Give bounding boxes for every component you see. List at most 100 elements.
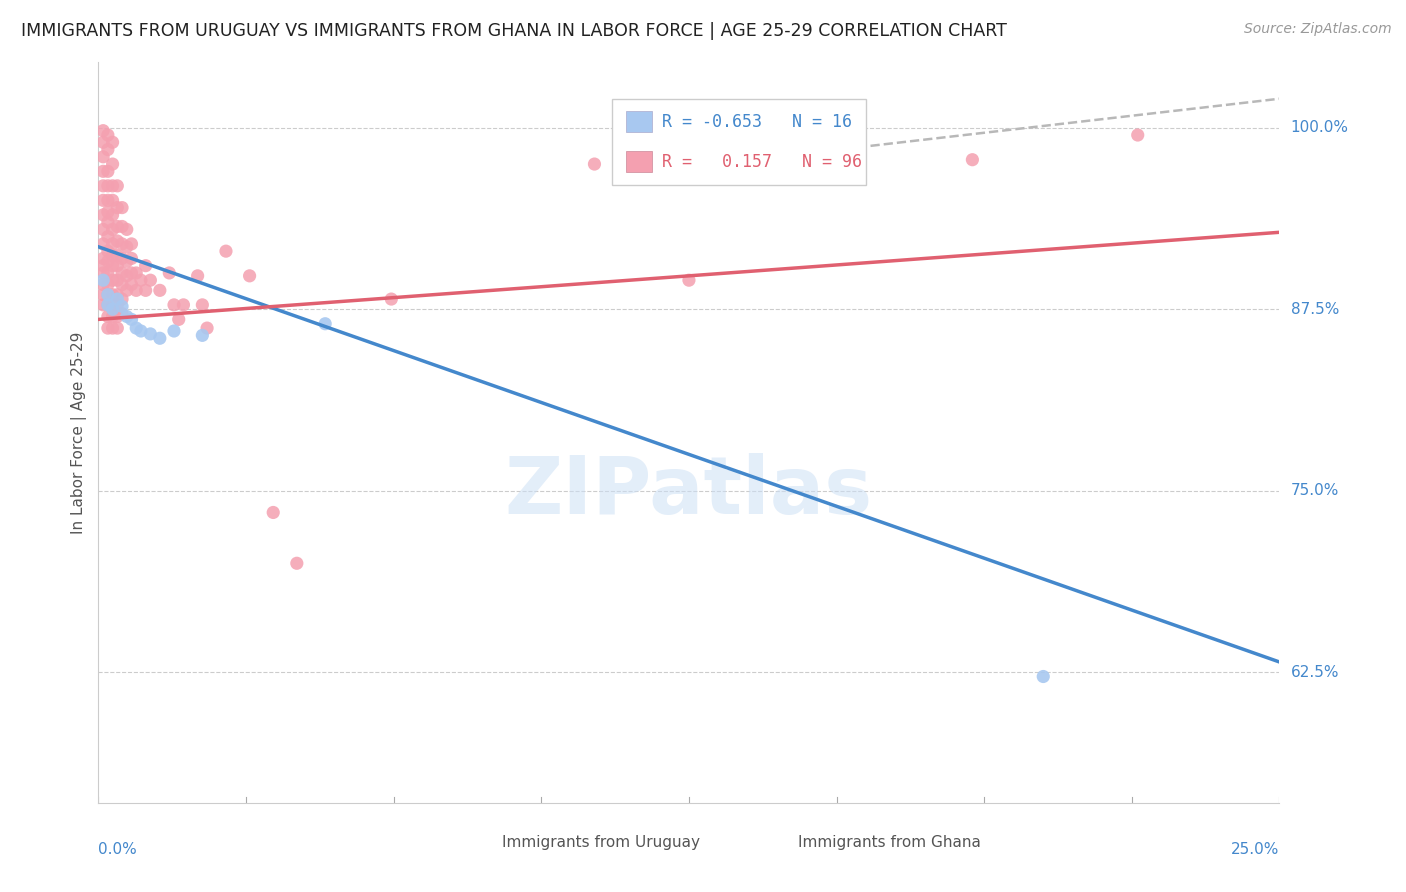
Point [105,292,128,306]
Point [101,236,124,251]
FancyBboxPatch shape [471,833,494,853]
Point [97,215,120,229]
Text: Immigrants from Uruguay: Immigrants from Uruguay [502,835,700,850]
Text: 75.0%: 75.0% [1291,483,1339,499]
Point [91,208,114,222]
Point [121,252,143,266]
Point [129,324,152,338]
Point [105,287,128,301]
Point [101,287,124,301]
Text: IMMIGRANTS FROM URUGUAY VS IMMIGRANTS FROM GHANA IN LABOR FORCE | AGE 25-29 CORR: IMMIGRANTS FROM URUGUAY VS IMMIGRANTS FR… [21,22,1007,40]
Point [101,302,124,317]
Point [135,284,157,298]
Point [97,205,120,219]
Point [91,236,114,251]
Point [111,266,134,280]
Point [262,506,284,520]
Point [191,298,214,312]
Point [97,287,120,301]
Point [962,153,984,167]
Point [105,201,128,215]
Point [125,266,148,280]
Text: ZIPatlas: ZIPatlas [505,453,873,531]
Point [172,298,194,312]
Point [101,273,124,287]
Point [163,324,186,338]
Point [121,236,143,251]
Point [91,123,114,137]
Point [105,273,128,287]
Point [91,222,114,236]
Point [101,157,124,171]
Point [125,284,148,298]
Point [111,277,134,292]
Point [1032,669,1054,683]
FancyBboxPatch shape [612,99,866,185]
Point [101,310,124,324]
Point [97,266,120,280]
Point [191,328,214,343]
Text: 62.5%: 62.5% [1291,665,1339,680]
Point [121,312,143,326]
Point [91,259,114,273]
Point [91,150,114,164]
Point [105,219,128,234]
Point [121,277,143,292]
Point [91,194,114,208]
Point [115,222,138,236]
Text: 87.5%: 87.5% [1291,301,1339,317]
Point [91,277,114,292]
Point [101,259,124,273]
Point [97,298,120,312]
Point [111,307,134,321]
Point [111,292,134,306]
Point [111,201,134,215]
Text: R = -0.653   N = 16: R = -0.653 N = 16 [662,112,852,131]
Point [101,208,124,222]
Point [91,287,114,301]
Point [115,284,138,298]
Point [97,128,120,142]
Point [111,236,134,251]
Point [139,273,162,287]
Point [115,268,138,283]
Point [101,194,124,208]
Point [115,254,138,268]
Point [111,299,134,313]
Y-axis label: In Labor Force | Age 25-29: In Labor Force | Age 25-29 [72,332,87,533]
Point [314,317,336,331]
Point [97,254,120,268]
Point [101,222,124,236]
Point [111,252,134,266]
Point [101,298,124,312]
Point [101,136,124,150]
Point [121,266,143,280]
Text: R =   0.157   N = 96: R = 0.157 N = 96 [662,153,862,171]
Point [105,259,128,273]
Point [285,556,308,570]
Point [239,268,262,283]
Point [105,248,128,262]
Point [125,321,148,335]
Point [91,298,114,312]
Point [163,298,186,312]
Point [97,298,120,312]
Point [91,178,114,193]
Point [167,312,190,326]
Point [101,248,124,262]
Point [105,298,128,312]
Point [97,287,120,301]
Point [97,164,120,178]
Text: Source: ZipAtlas.com: Source: ZipAtlas.com [1244,22,1392,37]
Text: Immigrants from Ghana: Immigrants from Ghana [797,835,980,850]
FancyBboxPatch shape [626,112,652,132]
Text: 100.0%: 100.0% [1291,120,1348,136]
Point [91,252,114,266]
Point [97,194,120,208]
Point [187,268,209,283]
Point [101,178,124,193]
Point [195,321,218,335]
Point [215,244,238,259]
Point [97,321,120,335]
Point [149,331,172,345]
